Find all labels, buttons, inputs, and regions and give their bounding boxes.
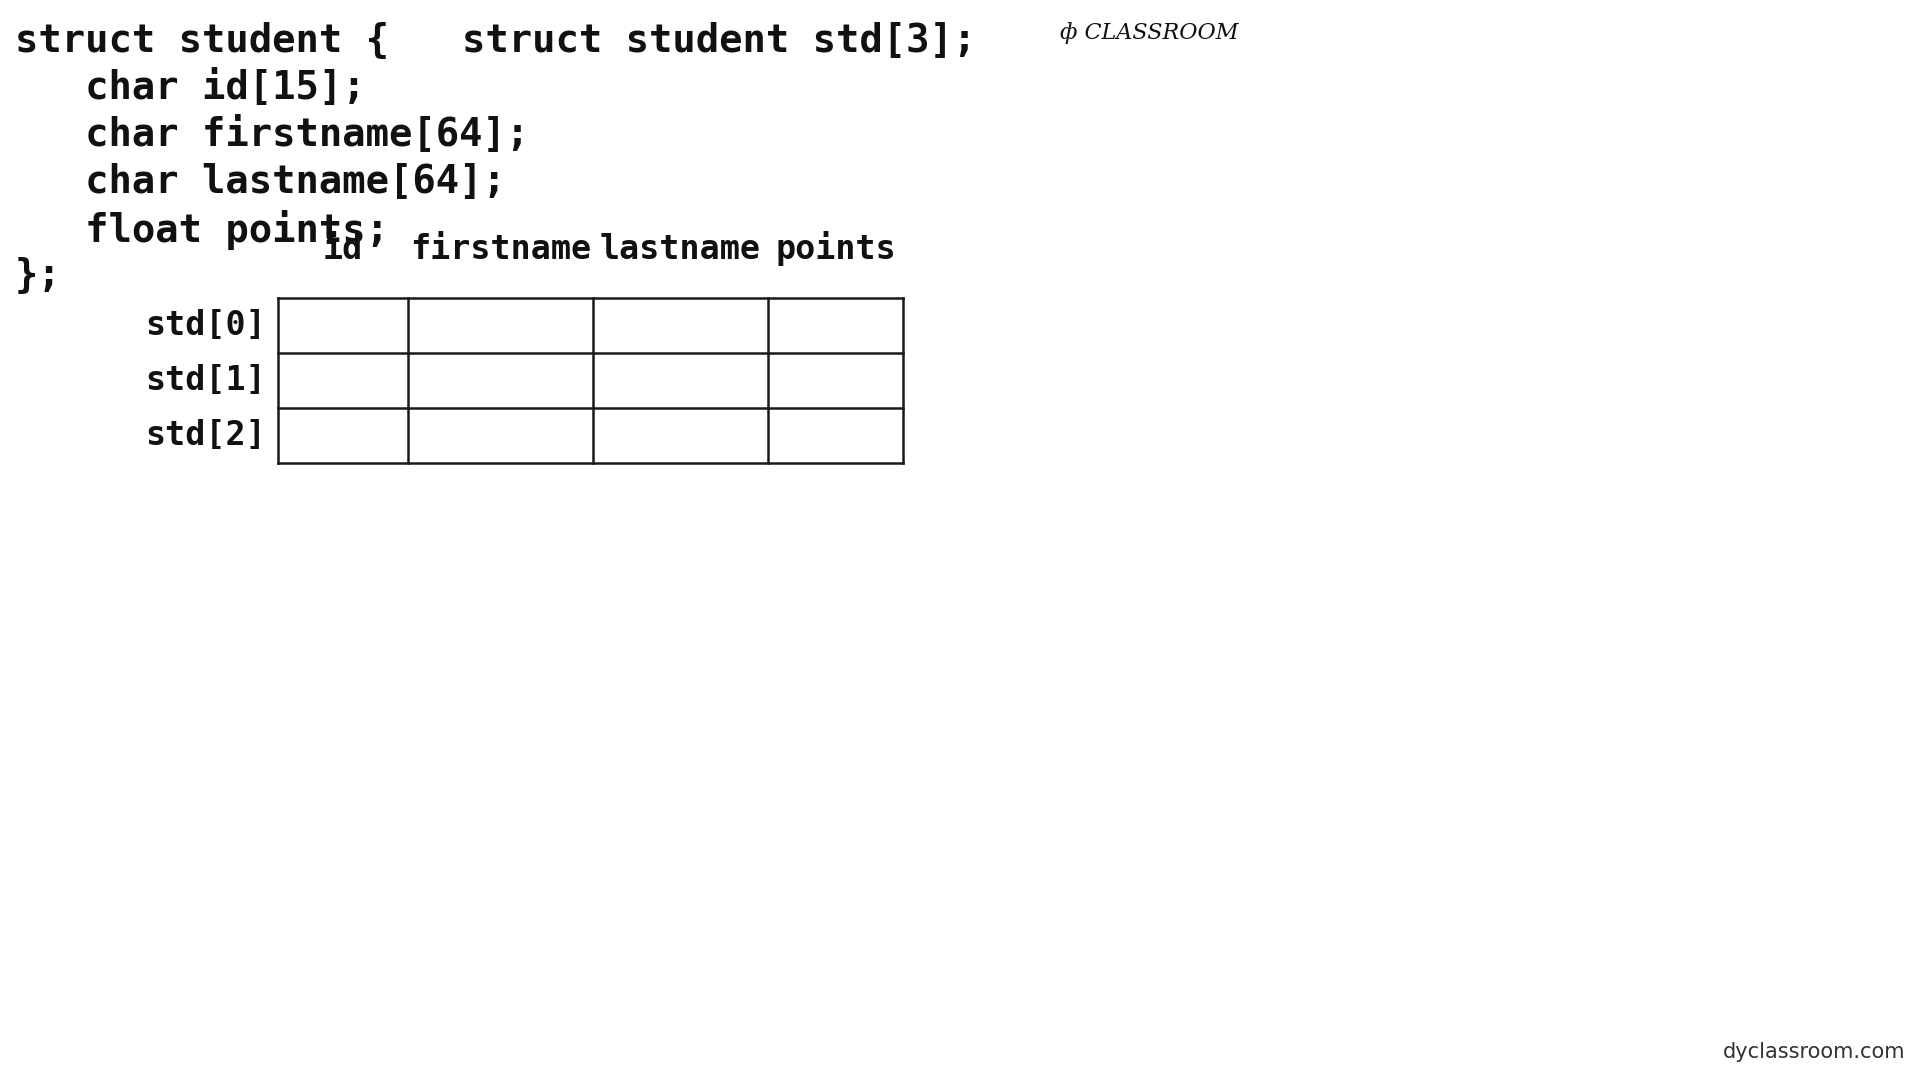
Text: points: points bbox=[776, 231, 897, 266]
Text: id: id bbox=[323, 233, 363, 266]
Text: std[2]: std[2] bbox=[146, 419, 267, 453]
Text: struct student std[3];: struct student std[3]; bbox=[463, 22, 975, 60]
Text: struct student {: struct student { bbox=[15, 22, 390, 60]
Text: dyclassroom.com: dyclassroom.com bbox=[1722, 1042, 1905, 1062]
Text: char id[15];: char id[15]; bbox=[15, 69, 365, 107]
Text: };: }; bbox=[15, 257, 61, 295]
Text: lastname: lastname bbox=[599, 233, 760, 266]
Text: firstname: firstname bbox=[411, 233, 591, 266]
Text: char lastname[64];: char lastname[64]; bbox=[15, 163, 505, 201]
Text: std[1]: std[1] bbox=[146, 364, 267, 397]
Text: float points;: float points; bbox=[15, 210, 390, 249]
Text: char firstname[64];: char firstname[64]; bbox=[15, 116, 530, 154]
Text: ф CLASSROOM: ф CLASSROOM bbox=[1060, 22, 1238, 44]
Text: std[0]: std[0] bbox=[146, 309, 267, 342]
